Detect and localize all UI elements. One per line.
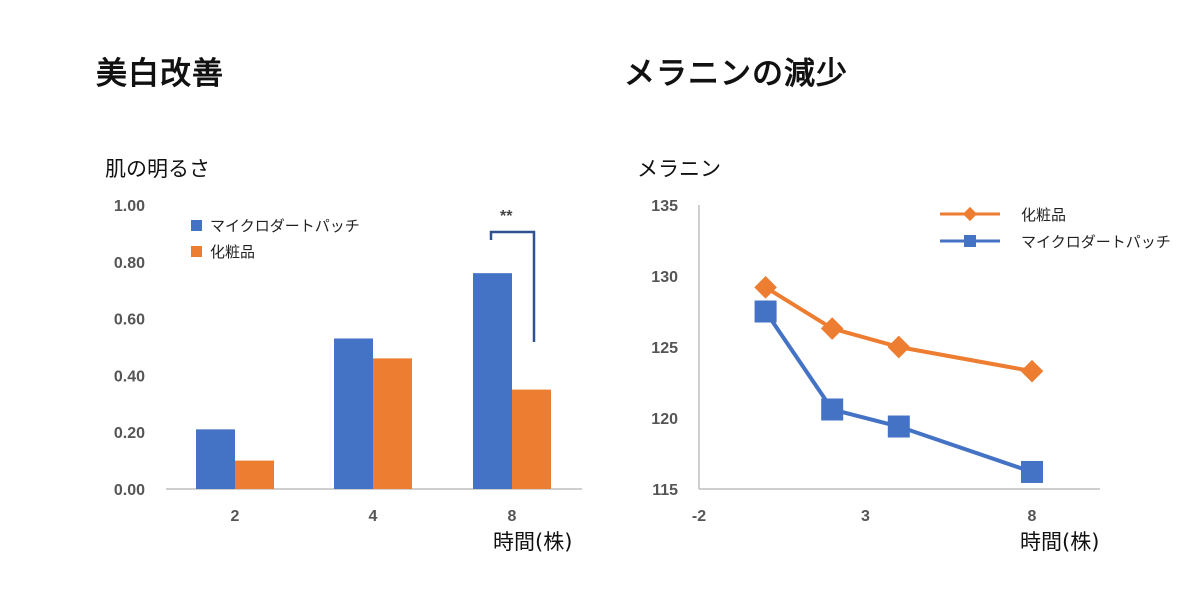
bar-y-tick-label: 0.20	[114, 425, 145, 442]
data-point-cosmetic	[754, 276, 777, 299]
bar-y-tick-label: 0.00	[114, 482, 145, 499]
line-legend: 化粧品 マイクロダートパッチ	[940, 206, 1171, 251]
data-point-cosmetic	[887, 335, 911, 359]
series-line-cosmetic	[764, 285, 1033, 374]
bar-x-tick-label: 4	[369, 508, 378, 525]
bar-x-tick-label: 2	[231, 508, 240, 525]
line-y-tick-label: 130	[651, 269, 678, 286]
bar-cosmetic	[373, 358, 412, 489]
line-x-tick-label: 8	[1028, 508, 1037, 525]
bar-marks	[196, 273, 551, 489]
line-x-axis-label: 時間(株)	[1020, 530, 1099, 554]
bar-y-axis-label: 肌の明るさ	[105, 157, 210, 181]
bar-y-tick-label: 0.60	[114, 312, 145, 329]
bar-chart-whitening: 肌の明るさ 1.00 0.80 0.60 0.40 0.20 0.00 2 4 8 時間(株)…	[105, 157, 582, 554]
significance-bracket-line	[489, 230, 536, 342]
data-point-patch	[821, 398, 844, 421]
legend-label-patch-line: マイクロダートパッチ	[1021, 233, 1171, 251]
line-y-tick-label: 115	[652, 482, 678, 499]
bar-y-ticks: 1.00 0.80 0.60 0.40 0.20 0.00	[114, 198, 145, 499]
line-y-tick-label: 125	[651, 340, 678, 357]
line-y-ticks: 135 130 125 120 115	[651, 198, 678, 499]
bar-x-ticks: 2 4 8	[231, 508, 517, 525]
bar-cosmetic	[512, 389, 551, 489]
line-y-tick-label: 135	[651, 198, 678, 215]
legend-label-patch: マイクロダートパッチ	[210, 217, 360, 235]
chart-title-whitening: 美白改善	[96, 56, 224, 92]
bar-y-tick-label: 1.00	[114, 198, 145, 215]
bar-legend: マイクロダートパッチ 化粧品	[191, 217, 360, 261]
significance-bracket: **	[489, 208, 536, 342]
bar-cosmetic	[235, 460, 274, 489]
legend-label-cosmetic-line: 化粧品	[1021, 206, 1066, 224]
legend-marker-patch	[964, 235, 976, 247]
bar-y-tick-label: 0.40	[114, 368, 145, 385]
line-x-tick-label: -2	[692, 508, 706, 525]
bar-patch	[473, 273, 512, 489]
legend-swatch-cosmetic	[191, 246, 202, 257]
bar-y-tick-label: 0.80	[114, 255, 145, 272]
series-line-patch	[763, 310, 1033, 474]
bar-patch	[196, 429, 235, 489]
bar-patch	[334, 338, 373, 489]
line-y-tick-label: 120	[651, 411, 678, 428]
data-point-patch	[1021, 460, 1043, 483]
legend-label-cosmetic: 化粧品	[210, 243, 255, 261]
legend-swatch-patch	[191, 220, 202, 231]
data-point-cosmetic	[820, 317, 844, 340]
data-point-cosmetic	[1020, 359, 1044, 383]
line-series	[754, 276, 1044, 483]
significance-marker: **	[500, 208, 513, 225]
data-point-patch	[887, 415, 910, 438]
bar-x-tick-label: 8	[508, 508, 517, 525]
line-chart-melanin: メラニン 135 130 125 120 115 -2 3 8 時間(株) 化粧品 マイクロ…	[637, 157, 1171, 554]
line-x-tick-label: 3	[861, 508, 870, 525]
chart-title-melanin: メラニンの減少	[624, 56, 848, 92]
line-x-ticks: -2 3 8	[692, 508, 1037, 525]
line-y-axis-label: メラニン	[637, 157, 721, 181]
bar-x-axis-label: 時間(株)	[493, 530, 572, 554]
data-point-patch	[754, 300, 777, 323]
legend-marker-cosmetic	[962, 206, 978, 222]
